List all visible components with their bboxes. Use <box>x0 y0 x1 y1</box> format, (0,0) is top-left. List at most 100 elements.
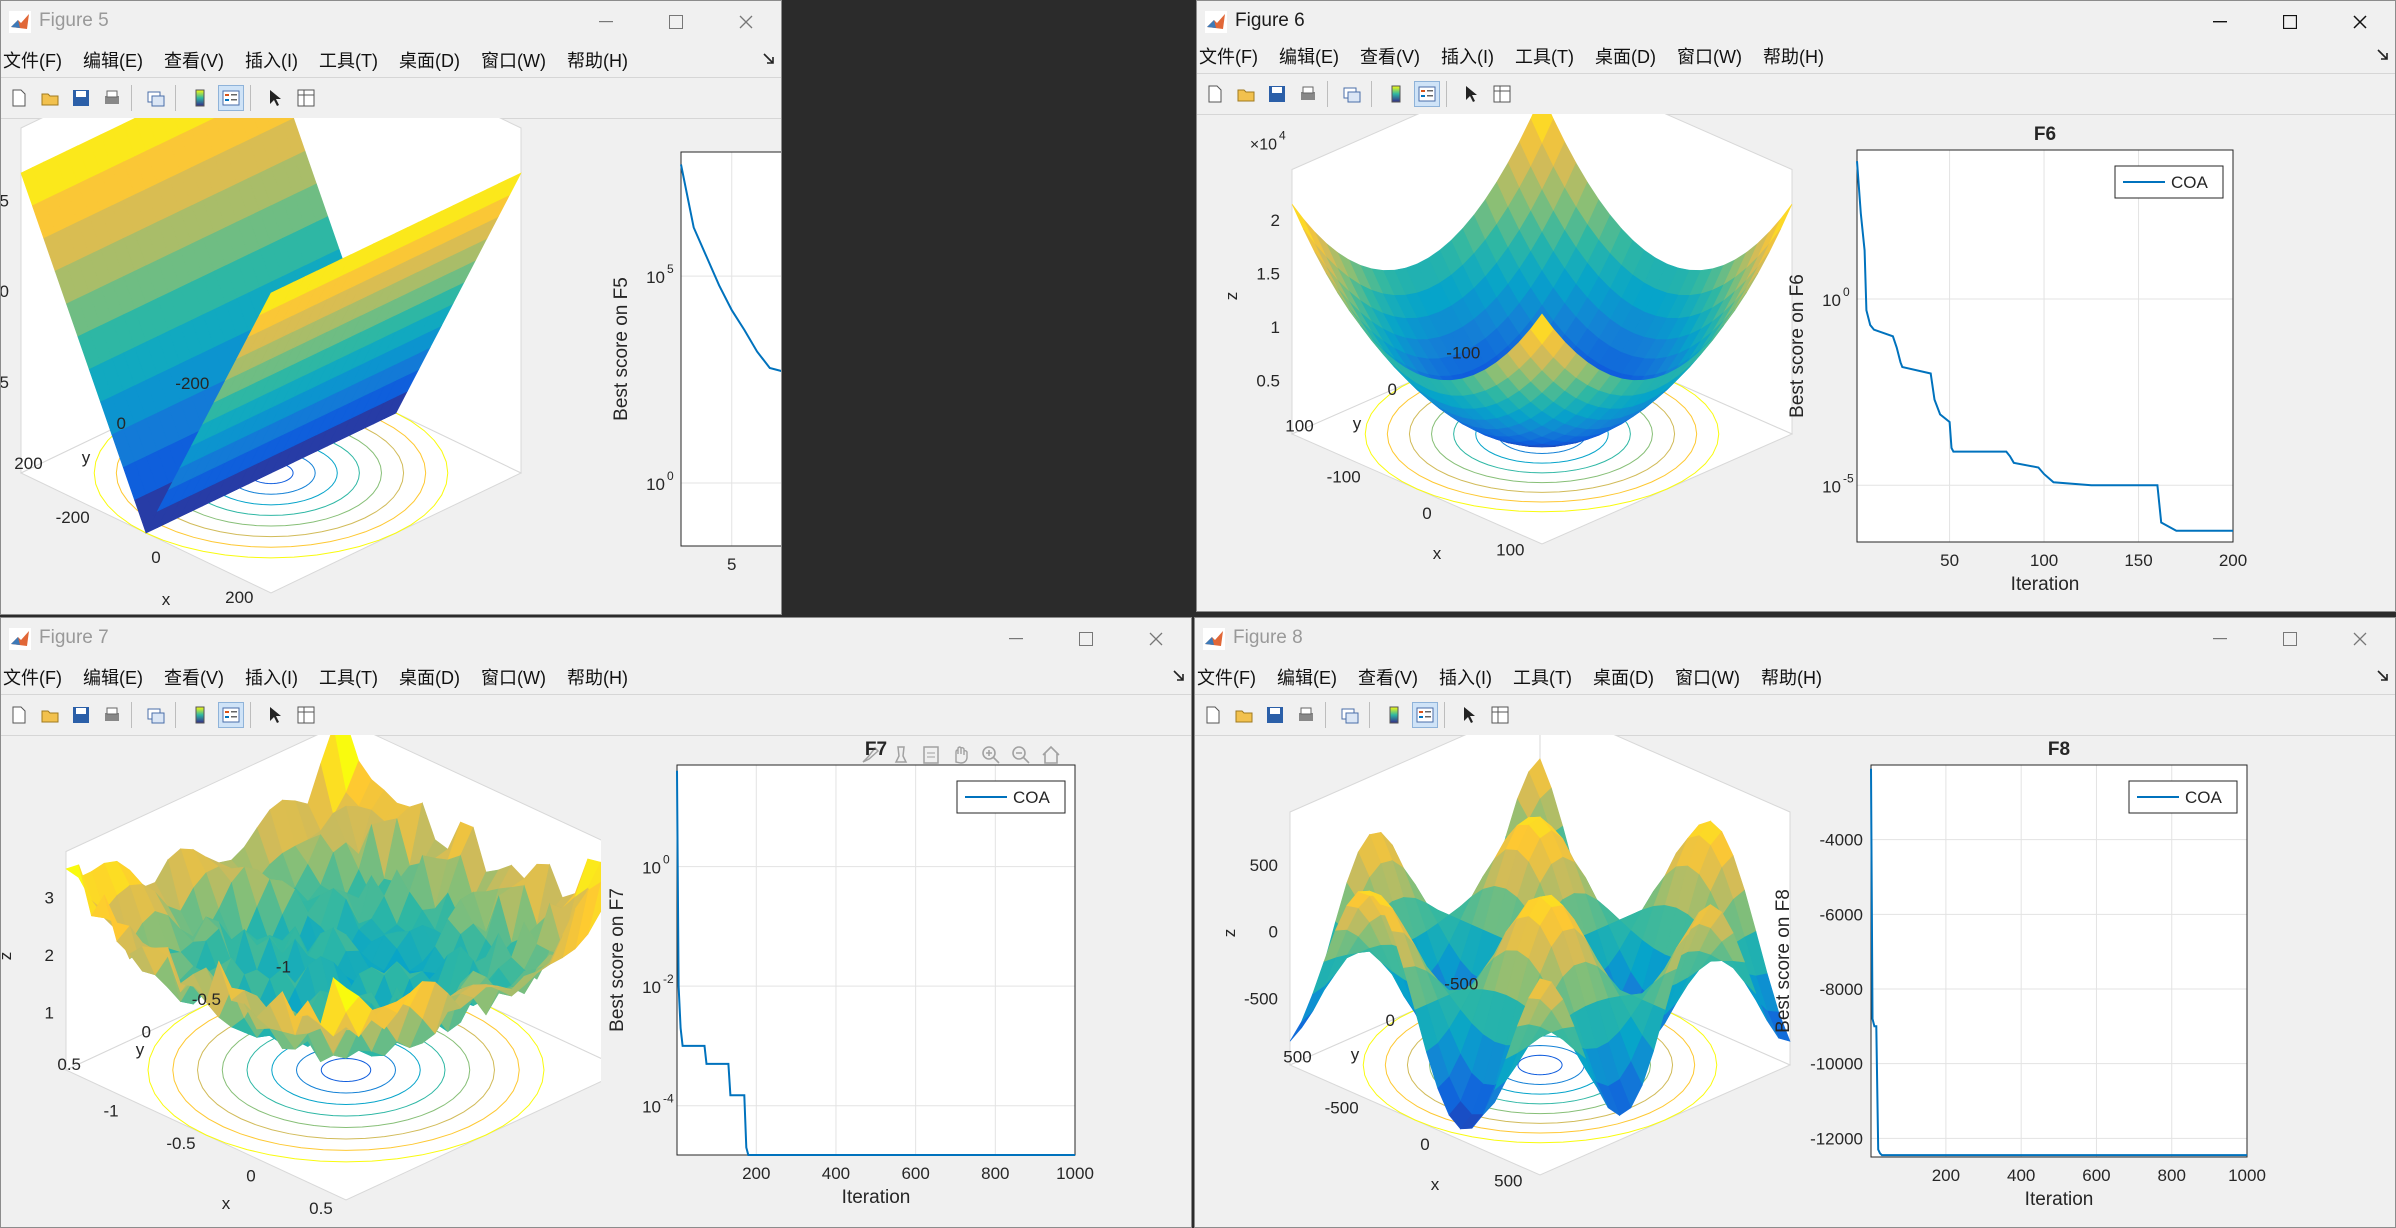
save-button[interactable] <box>68 85 94 111</box>
open-file-button[interactable] <box>1231 702 1257 728</box>
menu-help[interactable]: 帮助(H) <box>566 668 628 688</box>
menu-insert[interactable]: 插入(I) <box>244 51 298 71</box>
figure-window-5[interactable]: Figure 5 文件(F) 编辑(E) 查看(V) 插入(I) 工具(T) 桌… <box>0 0 782 615</box>
menu-desktop[interactable]: 桌面(D) <box>398 51 460 71</box>
menu-insert[interactable]: 插入(I) <box>1438 668 1492 688</box>
menu-view[interactable]: 查看(V) <box>1359 47 1420 67</box>
menu-tools[interactable]: 工具(T) <box>318 668 378 688</box>
legend-button[interactable] <box>1412 702 1438 728</box>
menu-window[interactable]: 窗口(W) <box>480 51 546 71</box>
close-button[interactable] <box>1121 618 1191 660</box>
new-figure-button[interactable] <box>6 702 32 728</box>
dock-arrow-icon[interactable] <box>763 53 775 65</box>
menu-window[interactable]: 窗口(W) <box>1674 668 1740 688</box>
menu-window[interactable]: 窗口(W) <box>480 668 546 688</box>
menu-help[interactable]: 帮助(H) <box>1760 668 1822 688</box>
data-tips-button[interactable] <box>886 741 916 769</box>
figure-window-8[interactable]: Figure 8 文件(F) 编辑(E) 查看(V) 插入(I) 工具(T) 桌… <box>1194 617 2396 1228</box>
print-button[interactable] <box>99 85 125 111</box>
minimize-button[interactable] <box>571 1 641 43</box>
menu-tools[interactable]: 工具(T) <box>318 51 378 71</box>
print-button[interactable] <box>99 702 125 728</box>
convergence-plot-f8[interactable]: F8 200 400 600 800 1000 -4000 -6000 -8000 -10000 -… <box>1775 735 2375 1228</box>
save-button[interactable] <box>1262 702 1288 728</box>
zoom-in-button[interactable] <box>976 741 1006 769</box>
menu-edit[interactable]: 编辑(E) <box>1278 47 1339 67</box>
link-plot-button[interactable] <box>143 85 169 111</box>
menu-file[interactable]: 文件(F) <box>1199 47 1258 67</box>
menu-desktop[interactable]: 桌面(D) <box>1592 668 1654 688</box>
close-button[interactable] <box>2325 618 2395 660</box>
property-inspector-button[interactable] <box>1487 702 1513 728</box>
open-file-button[interactable] <box>37 702 63 728</box>
maximize-button[interactable] <box>2255 1 2325 43</box>
print-button[interactable] <box>1293 702 1319 728</box>
colorbar-button[interactable] <box>1381 702 1407 728</box>
menu-view[interactable]: 查看(V) <box>163 668 224 688</box>
property-inspector-button[interactable] <box>293 85 319 111</box>
menu-desktop[interactable]: 桌面(D) <box>1594 47 1656 67</box>
menu-help[interactable]: 帮助(H) <box>1762 47 1824 67</box>
menu-insert[interactable]: 插入(I) <box>1440 47 1494 67</box>
save-button[interactable] <box>68 702 94 728</box>
menu-view[interactable]: 查看(V) <box>163 51 224 71</box>
close-button[interactable] <box>711 1 781 43</box>
brush-button[interactable] <box>856 741 886 769</box>
save-button[interactable] <box>1264 81 1290 107</box>
print-button[interactable] <box>1295 81 1321 107</box>
figure-window-6[interactable]: Figure 6 文件(F) 编辑(E) 查看(V) 插入(I) 工具(T) 桌… <box>1196 0 2396 612</box>
open-file-button[interactable] <box>37 85 63 111</box>
menu-edit[interactable]: 编辑(E) <box>82 668 143 688</box>
new-figure-button[interactable] <box>1202 81 1228 107</box>
minimize-button[interactable] <box>981 618 1051 660</box>
open-file-button[interactable] <box>1233 81 1259 107</box>
colorbar-button[interactable] <box>187 702 213 728</box>
menu-file[interactable]: 文件(F) <box>3 51 62 71</box>
title-bar[interactable]: Figure 8 <box>1195 618 2395 660</box>
pointer-button[interactable] <box>262 702 288 728</box>
link-plot-button[interactable] <box>143 702 169 728</box>
link-plot-button[interactable] <box>1339 81 1365 107</box>
pointer-button[interactable] <box>1458 81 1484 107</box>
close-button[interactable] <box>2325 1 2395 43</box>
menu-tools[interactable]: 工具(T) <box>1514 47 1574 67</box>
menu-tools[interactable]: 工具(T) <box>1512 668 1572 688</box>
menu-window[interactable]: 窗口(W) <box>1676 47 1742 67</box>
dock-arrow-icon[interactable] <box>2377 49 2389 61</box>
legend-button[interactable] <box>218 702 244 728</box>
legend-button[interactable] <box>218 85 244 111</box>
minimize-button[interactable] <box>2185 618 2255 660</box>
menu-desktop[interactable]: 桌面(D) <box>398 668 460 688</box>
menu-help[interactable]: 帮助(H) <box>566 51 628 71</box>
new-figure-button[interactable] <box>1200 702 1226 728</box>
title-bar[interactable]: Figure 6 <box>1197 1 2395 43</box>
link-plot-button[interactable] <box>1337 702 1363 728</box>
title-bar[interactable]: Figure 7 <box>1 618 1191 660</box>
pointer-button[interactable] <box>262 85 288 111</box>
colorbar-button[interactable] <box>187 85 213 111</box>
property-inspector-button[interactable] <box>1489 81 1515 107</box>
home-button[interactable] <box>1036 741 1066 769</box>
zoom-out-button[interactable] <box>1006 741 1036 769</box>
dock-arrow-icon[interactable] <box>1173 670 1185 682</box>
menu-edit[interactable]: 编辑(E) <box>1276 668 1337 688</box>
colorbar-button[interactable] <box>1383 81 1409 107</box>
pointer-button[interactable] <box>1456 702 1482 728</box>
maximize-button[interactable] <box>641 1 711 43</box>
zoom-region-button[interactable] <box>916 741 946 769</box>
property-inspector-button[interactable] <box>293 702 319 728</box>
title-bar[interactable]: Figure 5 <box>1 1 781 43</box>
dock-arrow-icon[interactable] <box>2377 670 2389 682</box>
menu-insert[interactable]: 插入(I) <box>244 668 298 688</box>
menu-file[interactable]: 文件(F) <box>3 668 62 688</box>
new-figure-button[interactable] <box>6 85 32 111</box>
maximize-button[interactable] <box>1051 618 1121 660</box>
pan-button[interactable] <box>946 741 976 769</box>
menu-view[interactable]: 查看(V) <box>1357 668 1418 688</box>
minimize-button[interactable] <box>2185 1 2255 43</box>
